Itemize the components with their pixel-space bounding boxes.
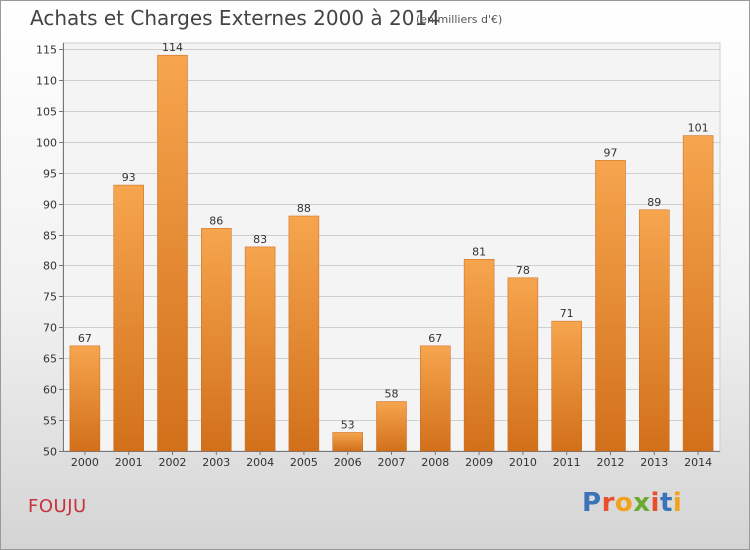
bar-value-label: 97	[604, 146, 618, 159]
bar-value-label: 71	[560, 307, 574, 320]
logo-letter: o	[614, 488, 634, 518]
bar-value-label: 81	[472, 245, 486, 258]
x-tick-label: 2012	[597, 456, 625, 469]
label-layer: 67 93 114 86 83 88 53 58 67 81 78 71 97 89 101	[78, 41, 709, 431]
x-tick-label: 2000	[71, 456, 99, 469]
proxiti-logo: Proxiti	[582, 488, 682, 518]
x-tick-label: 2002	[159, 456, 187, 469]
y-tick-label: 65	[43, 353, 57, 366]
x-tick-label: 2005	[290, 456, 318, 469]
bar-value-label: 114	[162, 41, 183, 54]
x-tick-label: 2007	[378, 456, 406, 469]
y-tick-label: 85	[43, 230, 57, 243]
bar-value-label: 93	[122, 171, 136, 184]
bar	[682, 135, 714, 452]
x-tick-label: 2006	[334, 456, 362, 469]
x-tick-label: 2014	[684, 456, 712, 469]
bar-value-label: 78	[516, 264, 530, 277]
logo-letter: r	[601, 488, 615, 518]
bar-value-label: 67	[78, 332, 92, 345]
bar	[244, 246, 276, 452]
bar-value-label: 88	[297, 202, 311, 215]
bar-value-label: 89	[647, 196, 661, 209]
y-tick-label: 70	[43, 322, 57, 335]
bar	[113, 184, 144, 452]
y-tick-label: 90	[43, 199, 57, 212]
bar	[595, 160, 626, 452]
bar	[157, 54, 188, 452]
x-tick-label: 2013	[640, 456, 668, 469]
bar	[420, 345, 451, 452]
y-tick-label: 55	[43, 415, 57, 428]
bar-value-label: 67	[428, 332, 442, 345]
y-tick-label: 95	[43, 168, 57, 181]
bar-value-label: 58	[385, 388, 399, 401]
bar-layer	[69, 54, 714, 452]
y-tick-label: 110	[36, 75, 57, 88]
bar-value-label: 83	[253, 233, 267, 246]
logo-letter: i	[672, 488, 683, 518]
bar	[507, 277, 539, 452]
bar	[332, 432, 363, 452]
y-tick-label: 115	[36, 44, 57, 57]
bar-value-label: 53	[341, 418, 355, 431]
y-tick-label: 50	[43, 446, 57, 459]
x-tick-label: 2004	[246, 456, 274, 469]
bar	[69, 345, 101, 452]
x-tick-label: 2011	[553, 456, 581, 469]
axis-layer: 50 55 60 65 70 75 80 85 90 95 100 105 110 115 2000 2001…	[36, 43, 720, 469]
bar-value-label: 86	[209, 214, 223, 227]
bar	[201, 228, 232, 452]
x-tick-label: 2003	[202, 456, 230, 469]
bar	[288, 215, 320, 452]
chart-subtitle: (en milliers d'€)	[416, 13, 503, 26]
y-tick-label: 100	[36, 137, 57, 150]
logo-letter: i	[650, 488, 660, 518]
bar	[463, 259, 495, 452]
commune-name: FOUJU	[28, 496, 87, 517]
chart-title: Achats et Charges Externes 2000 à 2014	[30, 6, 440, 30]
x-tick-label: 2010	[509, 456, 537, 469]
y-tick-label: 60	[43, 384, 57, 397]
y-tick-label: 105	[36, 106, 57, 119]
bar	[639, 209, 670, 452]
bar-value-label: 101	[688, 122, 709, 135]
logo-letter: x	[633, 488, 651, 518]
x-tick-label: 2009	[465, 456, 493, 469]
logo-letter: P	[582, 488, 602, 518]
bar	[551, 320, 582, 452]
x-tick-label: 2001	[115, 456, 143, 469]
bar	[376, 401, 407, 452]
x-tick-label: 2008	[421, 456, 449, 469]
y-tick-label: 80	[43, 260, 57, 273]
y-tick-label: 75	[43, 291, 57, 304]
logo-letter: t	[659, 488, 673, 518]
